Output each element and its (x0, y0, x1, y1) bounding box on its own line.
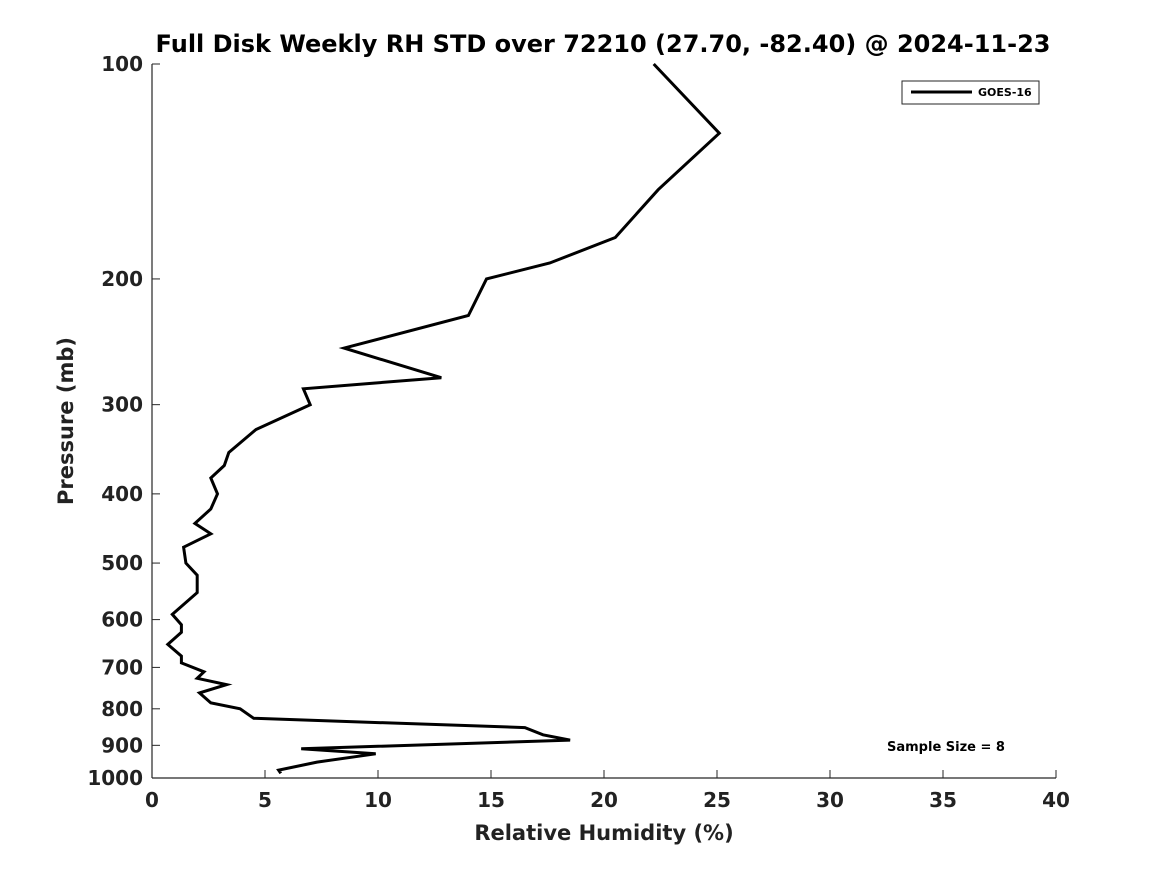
x-tick-label: 30 (816, 788, 844, 812)
series-layer (165, 62, 722, 775)
y-tick-label: 900 (101, 733, 143, 757)
y-axis-label: Pressure (mb) (54, 337, 78, 505)
legend-label-goes-16: GOES-16 (978, 86, 1032, 99)
sample-size-annotation: Sample Size = 8 (887, 740, 1005, 755)
x-tick-label: 10 (364, 788, 392, 812)
x-tick-label: 25 (703, 788, 731, 812)
x-tick-label: 40 (1042, 788, 1070, 812)
y-tick-label: 600 (101, 608, 143, 632)
y-axis-ticks: 100 200 300 400 500 600 700 800 900 1000 (87, 52, 160, 790)
y-tick-label: 300 (101, 393, 143, 417)
x-tick-label: 0 (145, 788, 159, 812)
y-tick-label: 500 (101, 551, 143, 575)
y-tick-label: 100 (101, 52, 143, 76)
x-tick-label: 20 (590, 788, 618, 812)
x-tick-label: 15 (477, 788, 505, 812)
x-axis-label: Relative Humidity (%) (474, 821, 733, 845)
x-tick-label: 5 (258, 788, 272, 812)
y-tick-label: 1000 (87, 766, 143, 790)
y-tick-label: 700 (101, 655, 143, 679)
chart-title: Full Disk Weekly RH STD over 72210 (27.7… (156, 30, 1051, 58)
x-axis-ticks: 0 5 10 15 20 25 30 35 40 (145, 770, 1070, 812)
series-line-goes-16 (165, 62, 722, 775)
x-tick-label: 35 (929, 788, 957, 812)
legend: GOES-16 (901, 80, 1040, 105)
y-tick-label: 800 (101, 697, 143, 721)
y-tick-label: 400 (101, 482, 143, 506)
y-tick-label: 200 (101, 267, 143, 291)
